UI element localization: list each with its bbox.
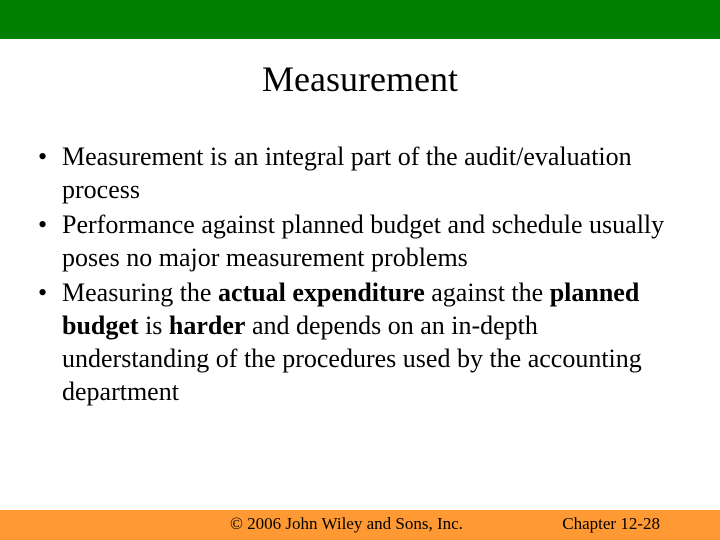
- bullet-segment: against the: [425, 278, 550, 307]
- top-bar: [0, 0, 720, 39]
- bullet-segment: Performance against planned budget and s…: [62, 210, 664, 272]
- chapter-text: Chapter 12-28: [562, 514, 660, 534]
- bottom-bar: © 2006 John Wiley and Sons, Inc. Chapter…: [0, 510, 720, 540]
- bullet-item: Measuring the actual expenditure against…: [34, 276, 684, 408]
- bullet-item: Measurement is an integral part of the a…: [34, 140, 684, 206]
- content-area: Measurement is an integral part of the a…: [34, 140, 684, 410]
- bullet-segment: actual expenditure: [218, 278, 425, 307]
- bullet-segment: is: [139, 311, 169, 340]
- bullet-item: Performance against planned budget and s…: [34, 208, 684, 274]
- copyright-text: © 2006 John Wiley and Sons, Inc.: [230, 514, 463, 534]
- slide-title: Measurement: [0, 58, 720, 100]
- bullet-segment: harder: [169, 311, 246, 340]
- bullet-segment: Measurement is an integral part of the a…: [62, 142, 632, 204]
- bullet-segment: Measuring the: [62, 278, 218, 307]
- bullet-list: Measurement is an integral part of the a…: [34, 140, 684, 408]
